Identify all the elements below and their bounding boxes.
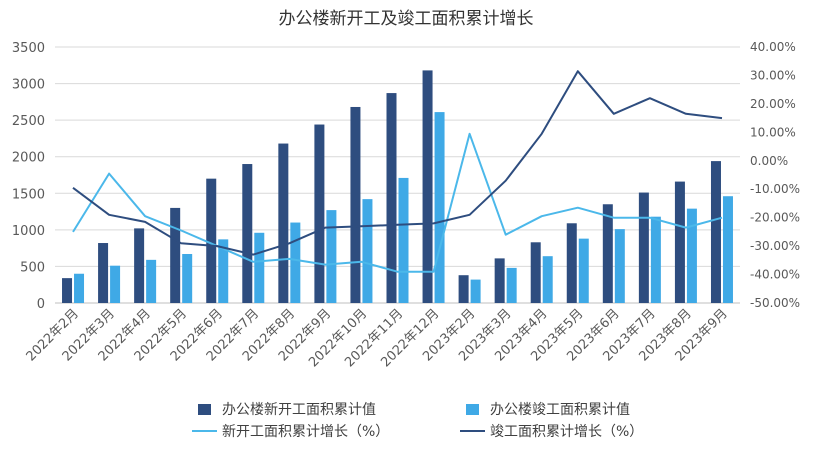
- right-axis-tick-label: -20.00%: [750, 211, 800, 225]
- bar-series-1-bar: [458, 275, 469, 303]
- bar-series-1-bar: [494, 258, 505, 303]
- line-series-2: [72, 70, 723, 256]
- bar-series-1-bar: [206, 178, 217, 303]
- right-axis-tick-label: -10.00%: [750, 182, 800, 196]
- bar-series-2-bar: [722, 196, 733, 303]
- bar-series-1-bar: [638, 192, 649, 303]
- bar-series-2-bar: [398, 177, 409, 303]
- bar-series-2-bar: [254, 232, 265, 303]
- right-axis: -50.00% -40.00% -30.00% -20.00% -10.00% 0.00%…: [750, 40, 800, 310]
- bar-series-2-bar: [362, 199, 373, 303]
- bar-series-1-bar: [350, 106, 361, 303]
- right-axis-tick-label: 0.00%: [750, 154, 788, 168]
- left-axis-tick-label: 3000: [12, 78, 45, 93]
- left-axis-tick-label: 500: [20, 260, 45, 275]
- right-axis-tick-label: 30.00%: [750, 68, 796, 82]
- bar-series-1-bar: [134, 228, 145, 303]
- right-axis-tick-label: 20.00%: [750, 97, 796, 111]
- bar-series-1-bar: [602, 204, 613, 303]
- bar-series-2-bar: [578, 238, 589, 303]
- bar-series-2-bar: [434, 112, 445, 304]
- bar-series-2-bar: [650, 216, 661, 303]
- bar-series-2-bar: [146, 259, 157, 303]
- bar-series-2-bar: [290, 222, 301, 303]
- bar-series-2-bar: [542, 256, 553, 303]
- legend-label: 办公楼新开工面积累计值: [222, 402, 376, 418]
- bar-series-1-bar: [170, 207, 181, 303]
- right-axis-tick-label: 40.00%: [750, 40, 796, 54]
- bar-series-2-bar: [74, 273, 85, 303]
- bar-series-2-bar: [686, 208, 697, 303]
- bar-series-1-bar: [566, 223, 577, 303]
- bar-series-1-bar: [422, 70, 433, 303]
- bar-series-2-bar: [218, 239, 229, 303]
- bar-series-1-bar: [674, 181, 685, 303]
- left-axis-tick-label: 1000: [12, 224, 45, 239]
- bar-series-1-bar: [278, 143, 289, 303]
- legend-label: 办公楼竣工面积累计值: [490, 402, 630, 418]
- legend-swatch: [466, 404, 479, 415]
- legend-label: 竣工面积累计增长（%）: [490, 424, 643, 440]
- bar-series-1-bar: [98, 243, 109, 303]
- right-axis-tick-label: -50.00%: [750, 296, 800, 310]
- bar-series-2-bar: [110, 265, 121, 303]
- left-axis-tick-label: 0: [37, 297, 45, 312]
- bar-series-2-bar: [470, 279, 481, 303]
- bar-series-2-bar: [506, 267, 517, 303]
- bar-series-1-bar: [314, 124, 325, 303]
- gridlines: [55, 46, 740, 304]
- bar-series-1-bar: [710, 161, 721, 303]
- right-axis-tick-label: -40.00%: [750, 268, 800, 282]
- bar-series-1-bar: [530, 242, 541, 303]
- left-axis: 0 500 1000 1500 2000 2500 3000 3500: [12, 41, 45, 312]
- legend-swatch: [198, 404, 211, 415]
- bar-series-1-bar: [242, 164, 253, 303]
- legend-label: 新开工面积累计增长（%）: [222, 424, 389, 440]
- bar-series-2-bar: [614, 229, 625, 303]
- bar-series-1-bar: [62, 278, 73, 303]
- right-axis-tick-label: -30.00%: [750, 239, 800, 253]
- line-series-group: [72, 70, 723, 273]
- line-series-1: [72, 132, 723, 273]
- right-axis-tick-label: 10.00%: [750, 125, 796, 139]
- bar-series-group: [62, 70, 733, 304]
- bar-series-1-bar: [386, 93, 397, 303]
- bar-series-2-bar: [182, 253, 193, 303]
- x-axis: 2022年2月2022年3月2022年4月2022年5月2022年6月2022年…: [24, 306, 731, 370]
- left-axis-tick-label: 3500: [12, 41, 45, 56]
- left-axis-tick-label: 2000: [12, 151, 45, 166]
- left-axis-tick-label: 2500: [12, 114, 45, 129]
- bar-series-2-bar: [326, 210, 337, 303]
- chart-title: 办公楼新开工及竣工面积累计增长: [279, 9, 534, 29]
- left-axis-tick-label: 1500: [12, 187, 45, 202]
